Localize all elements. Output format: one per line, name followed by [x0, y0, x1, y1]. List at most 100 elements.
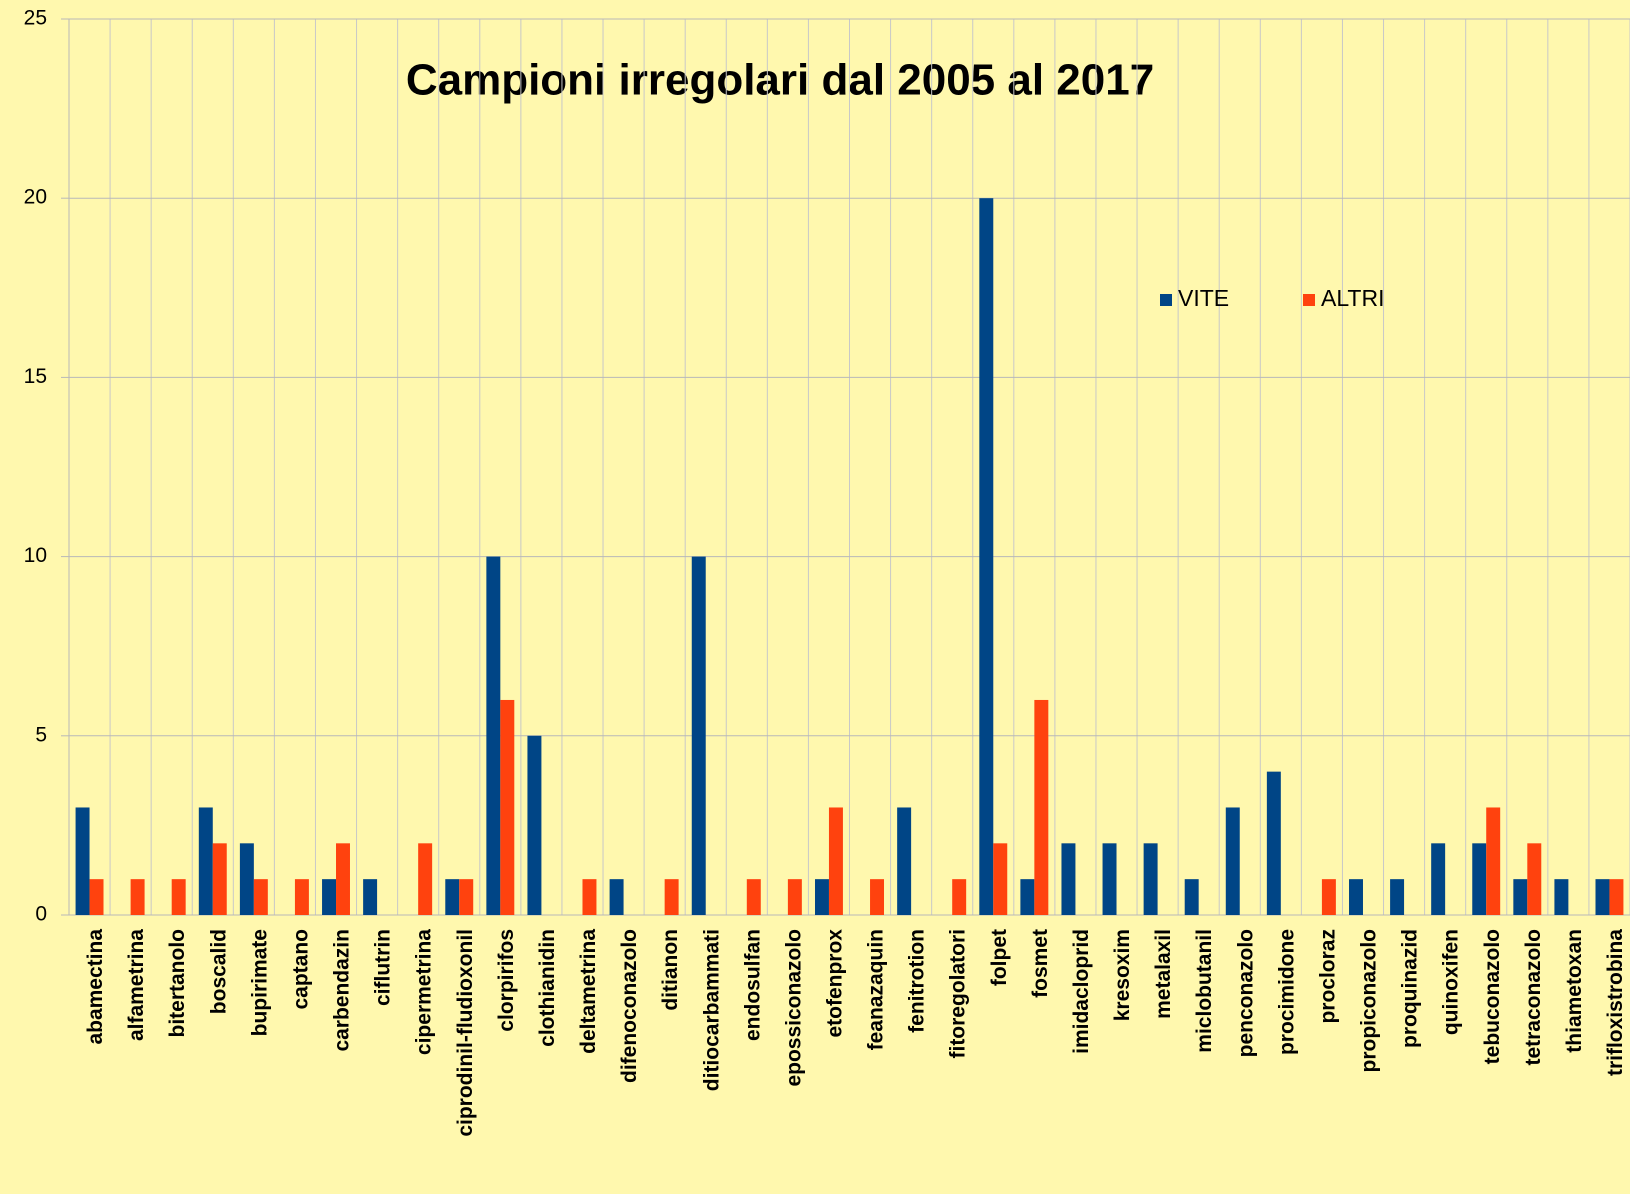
x-tick-label: quinoxifen	[1440, 929, 1463, 1035]
bar	[1431, 843, 1446, 915]
x-tick-label: folpet	[988, 929, 1011, 986]
bar	[897, 807, 912, 915]
x-tick-label: propiconazolo	[1358, 929, 1381, 1073]
bar	[952, 879, 967, 915]
y-tick-label: 5	[35, 723, 47, 746]
bar	[1390, 879, 1405, 915]
bar	[486, 556, 501, 915]
x-tick-label: proquinazid	[1399, 929, 1422, 1048]
bar	[1527, 843, 1542, 915]
x-tick-label: tebuconazolo	[1481, 929, 1504, 1064]
bar	[322, 879, 337, 915]
x-tick-label: fosmet	[1029, 929, 1052, 998]
x-tick-label: ciflutrin	[372, 929, 395, 1006]
bar	[979, 198, 994, 915]
bar	[418, 843, 433, 915]
x-tick-label: penconazolo	[1234, 929, 1257, 1057]
bar	[582, 879, 597, 915]
legend-swatch	[1303, 294, 1315, 306]
x-tick-label: captano	[289, 929, 312, 1010]
x-tick-label: miclobutanil	[1193, 929, 1216, 1053]
bar	[691, 556, 706, 915]
y-tick-label: 20	[24, 186, 47, 209]
x-tick-label: boscalid	[207, 929, 230, 1014]
x-tick-label: procloraz	[1316, 929, 1339, 1024]
bar	[1266, 771, 1281, 915]
bar	[828, 807, 843, 915]
bar	[1143, 843, 1158, 915]
bar	[445, 879, 460, 915]
x-tick-label: kresoxim	[1111, 929, 1134, 1021]
x-tick-label: bupirimate	[248, 929, 271, 1036]
bar	[500, 699, 515, 915]
bar	[993, 843, 1008, 915]
legend-label: ALTRI	[1321, 285, 1384, 311]
bar	[787, 879, 802, 915]
x-tick-label: epossiconazolo	[782, 929, 805, 1087]
bar	[1321, 879, 1336, 915]
bar	[746, 879, 761, 915]
bar	[1034, 699, 1049, 915]
legend-swatch	[1160, 294, 1172, 306]
legend-label: VITE	[1178, 285, 1229, 311]
bar	[1486, 807, 1501, 915]
x-tick-label: imidacloprid	[1070, 929, 1093, 1054]
x-tick-label: fitoregolatori	[947, 929, 970, 1059]
bar	[363, 879, 378, 915]
y-tick-label: 15	[24, 365, 47, 388]
bar	[89, 879, 104, 915]
x-tick-label: clothianidin	[536, 929, 559, 1047]
bar	[1349, 879, 1363, 915]
x-tick-label: clorpirifos	[495, 929, 518, 1032]
bar	[814, 879, 829, 915]
bar	[212, 843, 227, 915]
bar	[1061, 843, 1076, 915]
x-tick-label: cipermetrina	[413, 929, 436, 1055]
x-tick-label: ditianon	[659, 929, 682, 1011]
x-tick-label: carbendazin	[331, 929, 354, 1052]
x-tick-label: trifloxistrobina	[1604, 929, 1627, 1076]
bar	[527, 735, 542, 915]
bar	[1609, 879, 1624, 915]
bar	[198, 807, 213, 915]
x-tick-label: fenitrotion	[906, 929, 929, 1033]
bar	[336, 843, 350, 915]
bar	[1184, 879, 1199, 915]
bar	[1225, 807, 1240, 915]
x-tick-label: etofenprox	[824, 929, 847, 1038]
x-tick-label: thiametoxan	[1563, 929, 1586, 1053]
y-tick-label: 0	[35, 903, 47, 926]
bar	[253, 879, 268, 915]
bar	[1020, 879, 1035, 915]
bar	[1102, 843, 1117, 915]
bar	[1595, 879, 1610, 915]
bar	[609, 879, 624, 915]
bar	[75, 807, 90, 915]
bar	[294, 879, 309, 915]
bar	[870, 879, 885, 915]
bar	[239, 843, 254, 915]
x-tick-label: alfametrina	[125, 929, 148, 1041]
y-tick-label: 10	[24, 544, 47, 567]
x-tick-label: feanazaquin	[865, 929, 888, 1050]
bar	[1472, 843, 1487, 915]
x-tick-label: abamectina	[84, 929, 107, 1045]
chart-title: Campioni irregolari dal 2005 al 2017	[406, 56, 1154, 105]
x-tick-label: tetraconazolo	[1522, 929, 1545, 1066]
bar	[171, 879, 186, 915]
bar	[664, 879, 679, 915]
x-tick-label: endosulfan	[741, 929, 764, 1041]
bar	[130, 879, 145, 915]
bar	[1554, 879, 1569, 915]
x-tick-label: ditiocarbammati	[700, 929, 723, 1091]
x-tick-label: deltametrina	[577, 929, 600, 1054]
x-tick-label: metalaxil	[1152, 929, 1175, 1019]
x-tick-label: procimidone	[1275, 929, 1298, 1055]
x-tick-label: ciprodinil-fludioxonil	[454, 929, 477, 1137]
bar	[1513, 879, 1528, 915]
y-tick-label: 25	[24, 7, 47, 30]
x-tick-label: bitertanolo	[166, 929, 189, 1038]
bar	[459, 879, 474, 915]
x-tick-label: difenoconazolo	[618, 929, 641, 1083]
